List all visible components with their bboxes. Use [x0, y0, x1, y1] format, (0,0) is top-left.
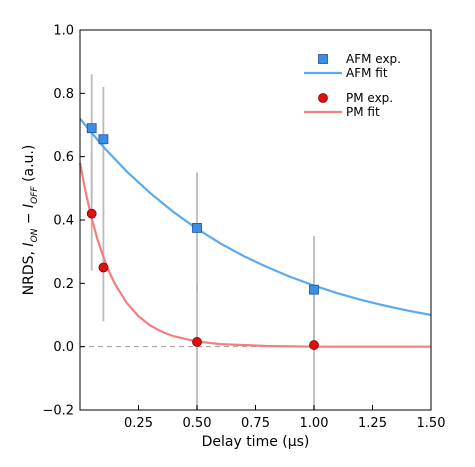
- legend: AFM exp.AFM fit PM exp.PM fit: [304, 52, 401, 119]
- data-point-pm: [98, 262, 109, 273]
- plot-area: [78, 74, 432, 410]
- y-label-off: OFF: [30, 186, 40, 204]
- legend-label: PM fit: [346, 105, 380, 119]
- x-tick-label: 0.75: [241, 416, 270, 431]
- x-axis-label: Delay time (μs): [202, 434, 310, 450]
- x-tick-label: 1.00: [300, 416, 329, 431]
- x-tick-label: 0.50: [183, 416, 212, 431]
- legend-marker-afm: [318, 54, 328, 64]
- y-tick-label: 0.2: [53, 277, 74, 292]
- fit-line-pm: [78, 162, 431, 348]
- y-label-on: ON: [30, 228, 40, 242]
- y-tick-label: 0.8: [53, 87, 74, 102]
- x-tick-label: 1.50: [417, 416, 446, 431]
- axis-ticks: 0.25 0.50 0.75 1.00 1.25 1.50 −0.2 0.0 0.2 0.4 0.6…: [42, 24, 445, 432]
- y-label-units: (a.u.): [21, 145, 37, 187]
- legend-label: AFM fit: [346, 66, 388, 80]
- data-point-pm: [86, 208, 97, 219]
- data-point-pm: [192, 337, 202, 347]
- data-point-afm: [192, 223, 202, 233]
- y-label-base: NRDS,: [21, 247, 37, 296]
- y-tick-label: 0.6: [53, 150, 74, 165]
- y-tick-label: 0.4: [53, 214, 74, 229]
- x-tick-label: 0.25: [124, 416, 153, 431]
- y-label-i: I: [21, 242, 37, 246]
- y-tick-label: −0.2: [42, 404, 74, 419]
- data-point-afm: [309, 284, 319, 295]
- x-tick-label: 1.25: [358, 416, 387, 431]
- data-point-afm: [98, 134, 109, 145]
- fit-line-afm: [79, 117, 432, 317]
- y-label-minus: −: [21, 208, 37, 229]
- legend-label: AFM exp.: [346, 52, 401, 66]
- plot-frame: [79, 29, 432, 411]
- y-label-i2: I: [21, 204, 37, 208]
- data-point-afm: [86, 123, 97, 134]
- y-tick-label: 1.0: [53, 24, 74, 39]
- legend-marker-pm: [318, 93, 328, 103]
- y-tick-label: 0.0: [53, 340, 74, 355]
- y-axis-label: NRDS, ION − IOFF (a.u.): [21, 145, 40, 296]
- data-point-pm: [309, 340, 319, 350]
- legend-label: PM exp.: [346, 91, 393, 105]
